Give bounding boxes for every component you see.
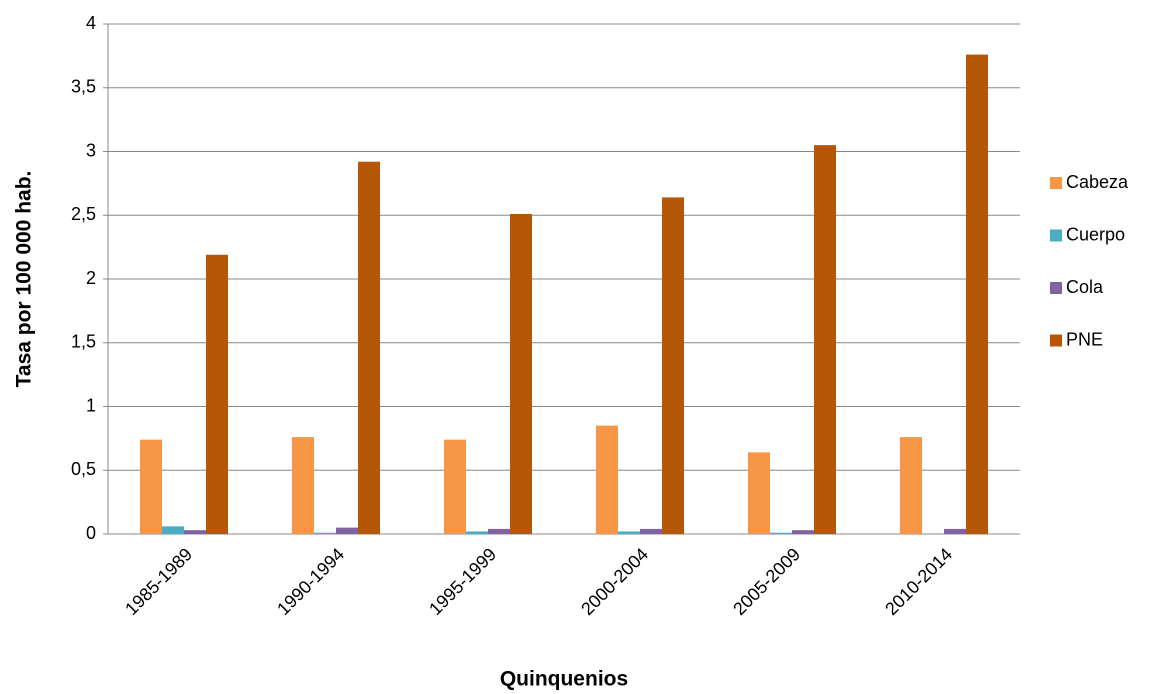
legend-swatch xyxy=(1050,229,1062,242)
y-tick-label: 1,5 xyxy=(71,332,96,352)
legend-swatch xyxy=(1050,282,1062,294)
y-tick-label: 2 xyxy=(86,268,96,288)
y-tick-label: 3 xyxy=(86,140,96,160)
bar xyxy=(358,161,380,534)
bar xyxy=(444,439,466,534)
bar xyxy=(966,54,988,534)
y-tick-label: 0,5 xyxy=(71,459,96,479)
y-tick-label: 3,5 xyxy=(71,77,96,97)
y-tick-label: 0 xyxy=(86,523,96,543)
x-tick-label: 1990-1994 xyxy=(273,544,348,619)
bar xyxy=(944,528,966,534)
x-tick-label: 2010-2014 xyxy=(881,544,956,619)
bar xyxy=(640,528,662,534)
legend-label: PNE xyxy=(1066,329,1103,349)
legend-swatch xyxy=(1050,177,1062,189)
bar xyxy=(488,528,510,534)
bar xyxy=(184,530,206,534)
bar xyxy=(900,437,922,534)
legend-label: Cabeza xyxy=(1066,172,1129,192)
x-axis-title: Quinquenios xyxy=(500,668,628,691)
bar xyxy=(162,526,184,534)
x-tick-label: 2000-2004 xyxy=(577,544,652,619)
bar xyxy=(618,531,640,534)
bar xyxy=(292,437,314,534)
bar xyxy=(792,530,814,534)
bar xyxy=(466,531,488,534)
legend-label: Cuerpo xyxy=(1066,224,1125,244)
y-tick-label: 2,5 xyxy=(71,204,96,224)
legend-swatch xyxy=(1050,334,1062,347)
bar xyxy=(596,425,618,534)
bar xyxy=(140,439,162,534)
bar xyxy=(314,532,336,534)
x-tick-label: 1985-1989 xyxy=(121,544,196,619)
y-axis-title: Tasa por 100 000 hab. xyxy=(13,171,36,388)
x-tick-label: 2005-2009 xyxy=(729,544,804,619)
bar xyxy=(814,145,836,534)
bar xyxy=(748,452,770,534)
x-tick-label: 1995-1999 xyxy=(425,544,500,619)
bar xyxy=(662,197,684,534)
legend-label: Cola xyxy=(1066,277,1104,297)
y-tick-label: 4 xyxy=(86,13,96,33)
bar xyxy=(206,254,228,534)
bar xyxy=(770,532,792,534)
y-tick-label: 1 xyxy=(86,395,96,415)
bar xyxy=(336,527,358,534)
bar xyxy=(510,213,532,534)
